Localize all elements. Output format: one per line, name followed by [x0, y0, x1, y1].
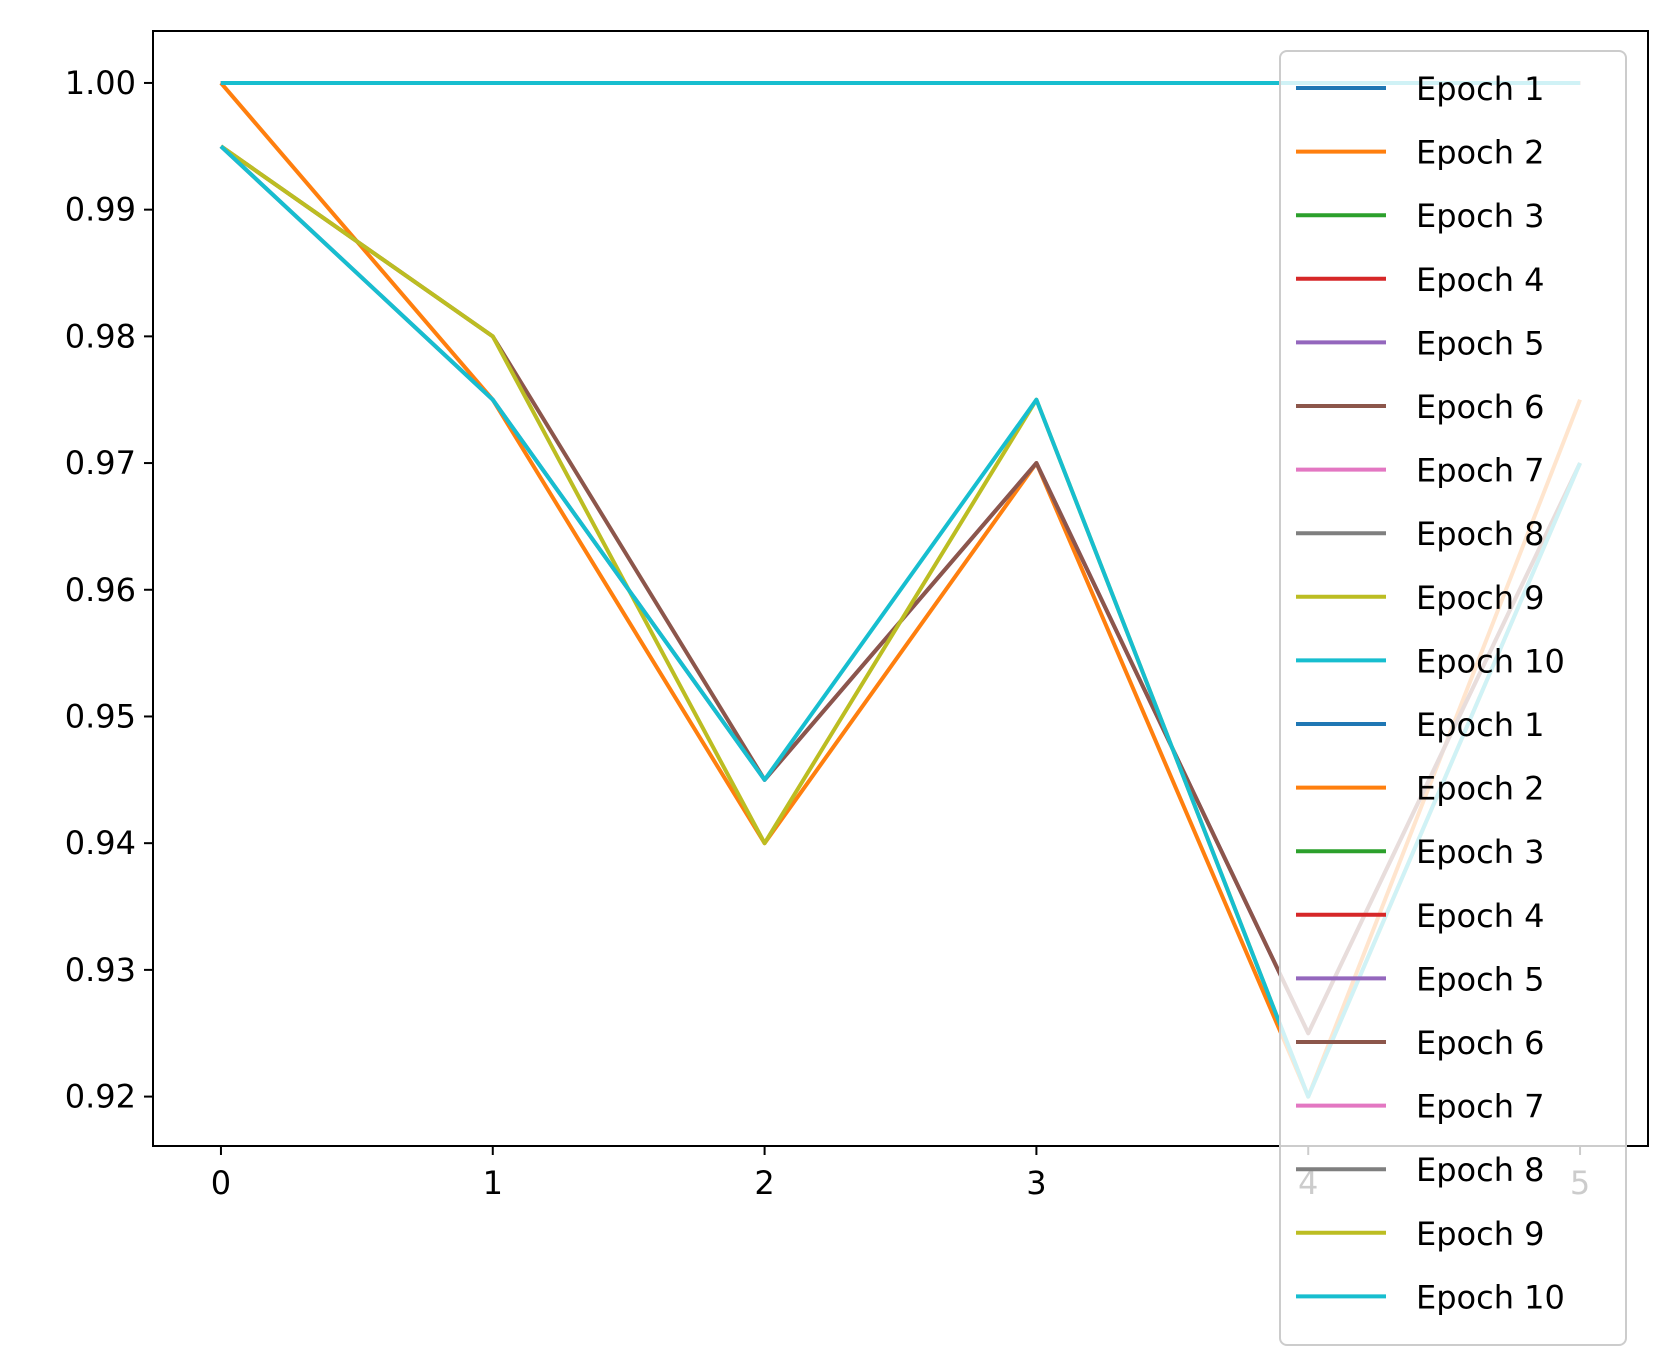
legend-label: Epoch 8	[1416, 1151, 1545, 1189]
y-tick-label: 0.94	[65, 824, 136, 862]
legend-box	[1279, 50, 1627, 1346]
legend-label: Epoch 6	[1416, 1024, 1545, 1062]
y-tick-label: 0.92	[65, 1078, 136, 1116]
legend: Epoch 1 Epoch 2 Epoch 3 Epoch 4 Epoch 5 Epoch…	[1279, 50, 1627, 1346]
y-tick-label: 0.96	[65, 571, 136, 609]
legend-label: Epoch 9	[1416, 1215, 1545, 1253]
legend-label: Epoch 7	[1416, 1088, 1545, 1126]
legend-label: Epoch 10	[1416, 1278, 1565, 1316]
x-tick-label: 3	[1026, 1164, 1046, 1202]
legend-label: Epoch 3	[1416, 833, 1545, 871]
y-tick-label: 1.00	[65, 64, 136, 102]
legend-label: Epoch 5	[1416, 324, 1545, 362]
y-tick-label: 0.99	[65, 191, 136, 229]
y-axis: 0.92 0.93 0.94 0.95 0.96 0.97 0.98 0.99 1.00	[65, 64, 153, 1116]
y-tick-label: 0.95	[65, 697, 136, 735]
y-tick-label: 0.93	[65, 951, 136, 989]
y-tick-label: 0.97	[65, 444, 136, 482]
legend-label: Epoch 4	[1416, 261, 1545, 299]
x-tick-label: 2	[754, 1164, 774, 1202]
legend-label: Epoch 4	[1416, 897, 1545, 935]
x-tick-label: 1	[483, 1164, 503, 1202]
legend-label: Epoch 2	[1416, 770, 1545, 808]
x-tick-label: 0	[211, 1164, 231, 1202]
legend-label: Epoch 6	[1416, 388, 1545, 426]
legend-label: Epoch 5	[1416, 960, 1545, 998]
legend-label: Epoch 8	[1416, 515, 1545, 553]
legend-label: Epoch 1	[1416, 70, 1545, 108]
legend-label: Epoch 2	[1416, 134, 1545, 172]
legend-label: Epoch 10	[1416, 642, 1565, 680]
axes-frame	[152, 30, 1649, 1147]
legend-label: Epoch 1	[1416, 706, 1545, 744]
y-tick-label: 0.98	[65, 317, 136, 355]
legend-label: Epoch 7	[1416, 452, 1545, 490]
legend-label: Epoch 9	[1416, 579, 1545, 617]
legend-label: Epoch 3	[1416, 197, 1545, 235]
